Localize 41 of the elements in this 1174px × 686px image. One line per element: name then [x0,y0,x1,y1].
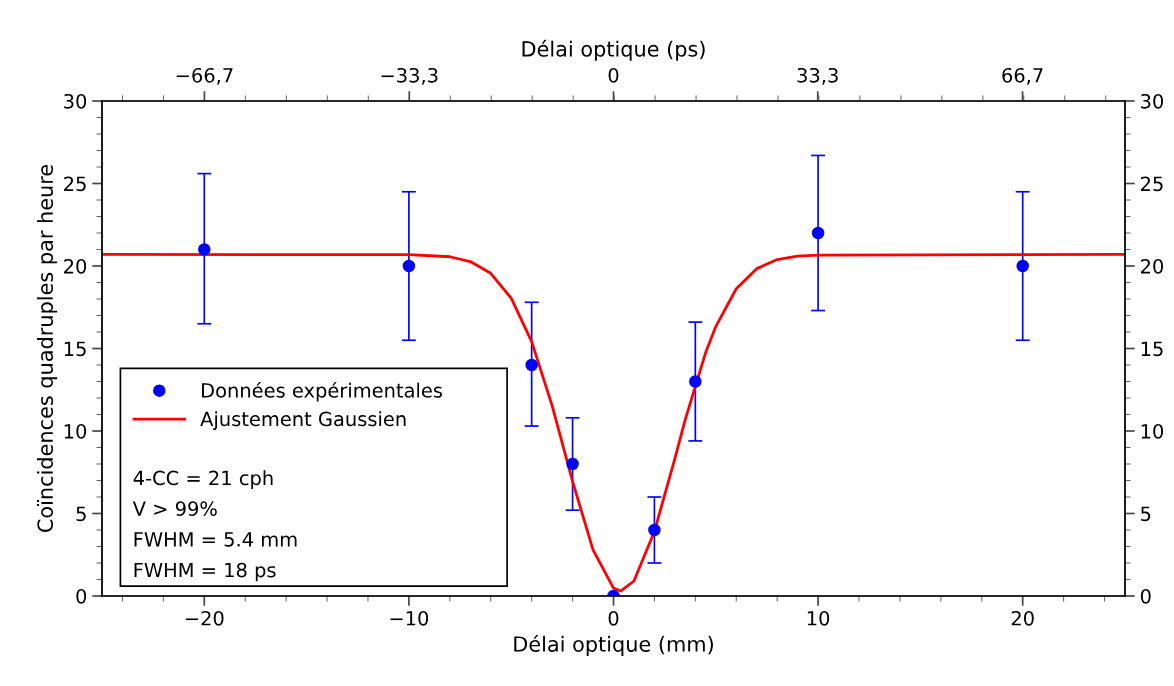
x-tick-label: 10 [807,610,830,626]
x-tick-label: 20 [1011,610,1034,626]
x-tick-label: −20 [185,610,224,626]
point [566,457,579,471]
y2-tick-label: 0 [1140,588,1151,604]
y-tick-label: 15 [64,341,86,357]
annotation: FWHM = 5.4 mm [134,532,297,547]
x2-axis-title: Délai optique (ps) [522,39,705,61]
x-tick-label: −10 [390,610,429,626]
y2-tick-label: 15 [1141,341,1163,357]
point [525,358,538,372]
x2-tick-label: 66,7 [1002,67,1043,85]
legend-label: Données expérimentales [202,381,443,402]
y-tick-label: 20 [64,258,87,274]
x-axis-title: Délai optique (mm) [514,634,713,656]
point [1016,259,1029,273]
y2-tick-label: 5 [1141,506,1151,522]
y-tick-label: 5 [76,506,86,522]
point [402,259,416,273]
y-tick-label: 0 [76,588,87,604]
point [689,375,702,388]
y2-tick-label: 20 [1141,258,1164,274]
annotation: FWHM = 18 ps [134,562,276,582]
y-tick-label: 10 [64,423,87,439]
y2-tick-label: 25 [1141,176,1163,192]
x2-tick-label: −66,7 [176,67,233,85]
point [811,226,825,240]
y-axis-title: Coïncidences quadruples par heure [36,164,58,532]
annotation: V > 99% [132,501,217,517]
point [198,243,211,256]
x2-tick-label: −33,3 [381,67,438,85]
y2-tick-label: 30 [1141,93,1164,109]
x2-tick-label: 33,3 [797,67,838,85]
x2-tick-label: 0 [608,67,619,83]
x-tick-label: 0 [608,610,619,626]
y2-tick-label: 10 [1141,423,1164,439]
y-tick-label: 25 [64,176,86,192]
annotation: 4-CC = 21 cph [133,470,273,490]
point [648,523,661,537]
y-tick-label: 30 [64,93,87,109]
legend-label: Ajustement Gaussien [200,411,406,431]
